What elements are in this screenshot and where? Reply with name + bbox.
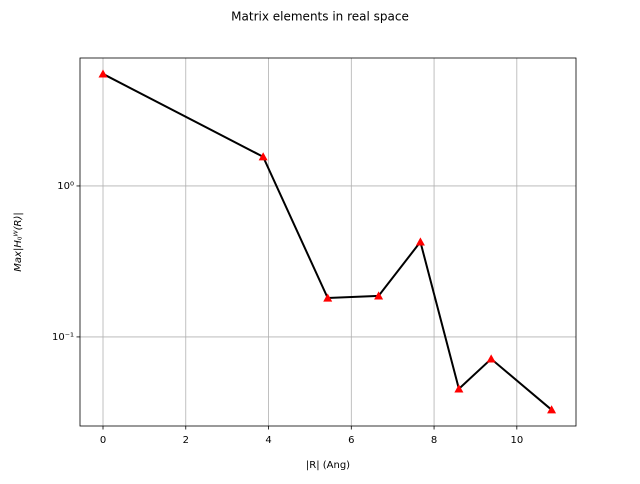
y-axis-label: Max|Hᵢⱼᵂ(R)| (13, 212, 24, 271)
plot-frame (79, 57, 577, 427)
y-tick-label: 10⁰ (57, 181, 74, 192)
marker (486, 354, 496, 363)
x-tick-label: 4 (265, 435, 271, 446)
marker (454, 384, 464, 393)
x-tick-label: 6 (348, 435, 354, 446)
marker (258, 152, 268, 161)
marker (415, 237, 425, 246)
line (102, 73, 553, 411)
marker (547, 405, 557, 414)
marker (374, 291, 384, 300)
x-tick-label: 8 (431, 435, 437, 446)
x-tick-label: 10 (510, 435, 523, 446)
marker (98, 69, 108, 78)
x-axis-label: |R| (Ang) (306, 460, 350, 471)
chart-title: Matrix elements in real space (231, 10, 409, 24)
y-tick-label: 10⁻¹ (52, 332, 74, 343)
x-tick-label: 2 (183, 435, 189, 446)
marker (323, 293, 333, 302)
x-tick-label: 0 (100, 435, 106, 446)
